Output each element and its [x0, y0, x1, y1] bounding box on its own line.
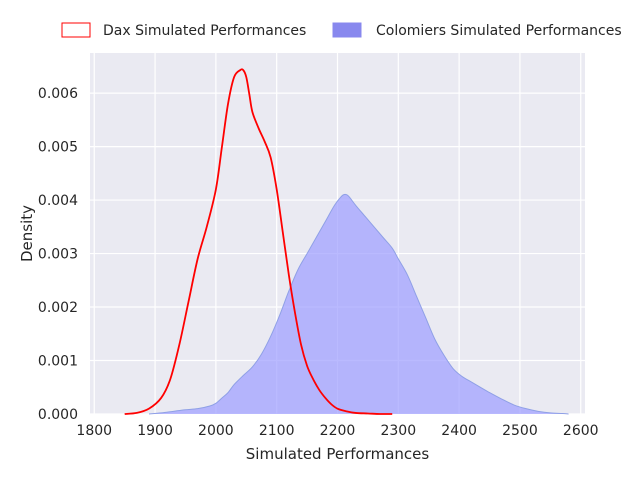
x-axis-title: Simulated Performances — [246, 445, 430, 463]
y-tick-label: 0.001 — [38, 354, 78, 370]
y-axis-title: Density — [18, 205, 36, 262]
x-tick-label: 1800 — [76, 423, 112, 439]
y-tick-label: 0.004 — [38, 193, 78, 209]
y-tick-label: 0.002 — [38, 300, 78, 316]
x-tick-label: 2100 — [259, 423, 295, 439]
x-tick-label: 1900 — [137, 423, 173, 439]
x-tick-label: 2200 — [320, 423, 356, 439]
legend: Dax Simulated Performances Colomiers Sim… — [61, 22, 622, 39]
y-tick-label: 0.006 — [38, 86, 78, 102]
series-line-dax — [124, 68, 393, 415]
legend-label-dax: Dax Simulated Performances — [103, 23, 306, 39]
series-area-colomiers — [148, 194, 569, 414]
x-tick-label: 2300 — [380, 423, 416, 439]
x-tick-label: 2000 — [198, 423, 234, 439]
legend-swatch-colomiers — [332, 22, 362, 38]
legend-label-colomiers: Colomiers Simulated Performances — [376, 23, 622, 39]
y-tick-label: 0.000 — [38, 407, 78, 423]
x-tick-label: 2600 — [563, 423, 599, 439]
x-tick-label: 2400 — [441, 423, 477, 439]
y-tick-label: 0.003 — [38, 247, 78, 263]
series-outline-colomiers — [148, 193, 569, 415]
y-tick-label: 0.005 — [38, 140, 78, 156]
x-tick-label: 2500 — [502, 423, 538, 439]
legend-swatch-dax — [61, 22, 91, 38]
